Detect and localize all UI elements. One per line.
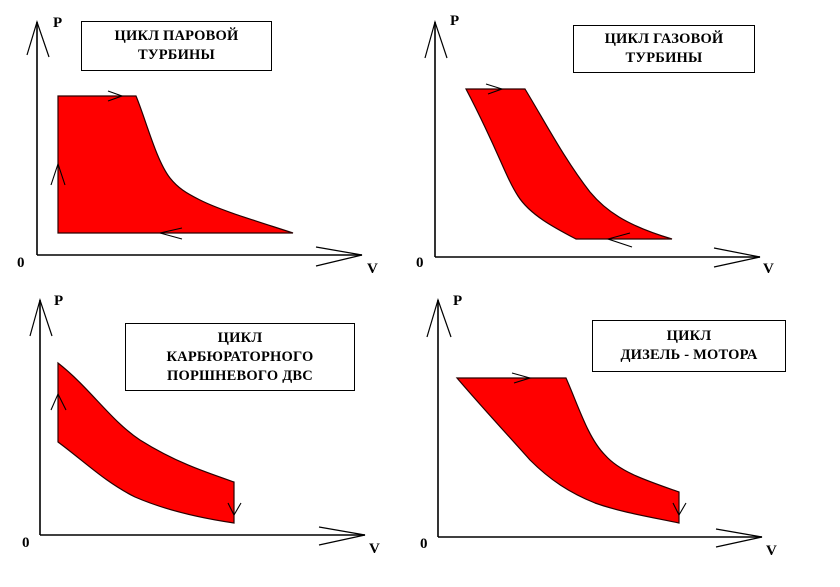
x-axis-label: V — [766, 543, 777, 559]
gas-turbine-cycle-area — [465, 88, 673, 240]
y-axis-label: P — [54, 293, 63, 309]
arrow-right-icon — [511, 372, 532, 384]
origin-label: 0 — [420, 536, 428, 552]
origin-label: 0 — [22, 535, 30, 551]
panel-gas-turbine: P 0 V — [416, 13, 774, 277]
arrow-up-icon — [50, 392, 67, 411]
x-axis-arrowhead-icon — [713, 247, 761, 268]
carburetor-ice-cycle-area — [57, 361, 235, 524]
y-axis-arrowhead-icon — [424, 19, 448, 59]
title-line: ЦИКЛ — [666, 328, 712, 344]
y-axis-label: P — [53, 15, 62, 31]
x-axis-label: V — [367, 261, 378, 277]
arrow-left-icon — [159, 227, 183, 240]
title-line: ЦИКЛ ГАЗОВОЙ — [604, 31, 724, 47]
y-axis-arrowhead-icon — [29, 297, 53, 337]
arrow-up-icon — [50, 162, 66, 186]
x-axis-label: V — [763, 261, 774, 277]
diesel-cycle-area — [455, 377, 680, 524]
x-axis-arrowhead-icon — [715, 528, 763, 548]
x-axis-arrowhead-icon — [315, 246, 363, 267]
title-line: ДИЗЕЛЬ - МОТОРА — [620, 347, 758, 363]
arrow-left-icon — [606, 232, 633, 248]
panel-carburetor-piston-ice: P 0 V — [22, 293, 380, 557]
y-axis-label: P — [450, 13, 459, 29]
title-line: ТУРБИНЫ — [138, 47, 215, 63]
origin-label: 0 — [416, 255, 424, 271]
panel-steam-turbine: P 0 V — [17, 15, 378, 277]
title-line: ПОРШНЕВОГО ДВС — [167, 367, 313, 384]
title-carburetor-piston-ice: ЦИКЛ КАРБЮРАТОРНОГО ПОРШНЕВОГО ДВС — [125, 323, 355, 391]
title-steam-turbine: ЦИКЛ ПАРОВОЙ ТУРБИНЫ — [81, 21, 272, 71]
title-line: ТУРБИНЫ — [625, 50, 703, 66]
y-axis-arrowhead-icon — [426, 298, 452, 338]
title-gas-turbine: ЦИКЛ ГАЗОВОЙ ТУРБИНЫ — [573, 25, 755, 73]
arrow-down-icon — [227, 502, 242, 517]
arrow-right-icon — [485, 83, 504, 95]
title-line: КАРБЮРАТОРНОГО — [166, 348, 314, 365]
title-line: ЦИКЛ — [217, 329, 263, 346]
origin-label: 0 — [17, 255, 25, 271]
x-axis-label: V — [369, 541, 380, 557]
steam-turbine-cycle-area — [57, 95, 294, 234]
title-diesel-motor: ЦИКЛ ДИЗЕЛЬ - МОТОРА — [592, 320, 786, 372]
y-axis-arrowhead-icon — [26, 20, 50, 58]
arrow-right-icon — [107, 90, 124, 102]
title-line: ЦИКЛ ПАРОВОЙ — [114, 28, 239, 44]
x-axis-arrowhead-icon — [318, 526, 366, 546]
arrow-down-icon — [672, 502, 687, 517]
panel-diesel-motor: P 0 V — [420, 293, 777, 559]
y-axis-label: P — [453, 293, 462, 309]
